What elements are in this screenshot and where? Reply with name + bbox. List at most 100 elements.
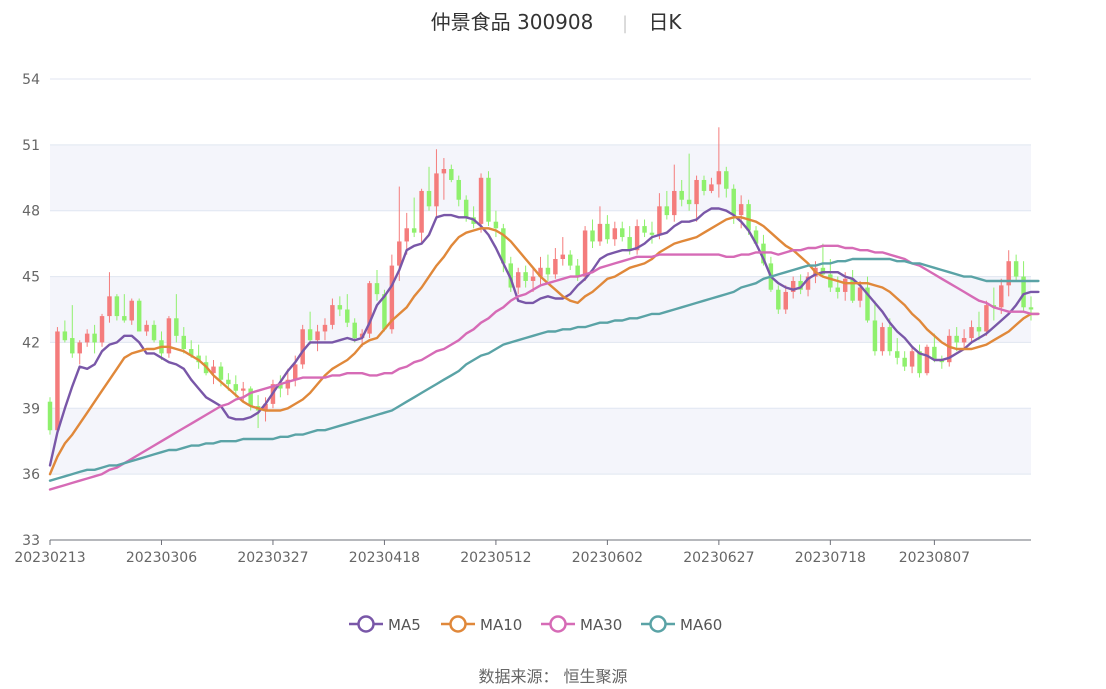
candle-body	[285, 379, 291, 389]
background-band	[50, 144, 1031, 211]
candlestick	[441, 158, 447, 200]
candle-body	[924, 346, 930, 374]
candlestick	[939, 355, 945, 369]
x-tick-label: 20230213	[14, 550, 85, 566]
candlestick	[672, 164, 677, 222]
candlestick	[166, 316, 172, 358]
candle-body	[634, 226, 640, 251]
candlestick	[553, 248, 558, 279]
candle-body	[709, 184, 714, 191]
candle-body	[122, 316, 127, 321]
candlestick	[337, 296, 343, 317]
x-tick-label: 20230627	[683, 550, 754, 566]
candlestick	[136, 298, 142, 332]
candle-body	[515, 272, 521, 288]
y-tick-label: 54	[22, 72, 40, 88]
candlestick	[783, 285, 788, 314]
candle-body	[746, 204, 751, 231]
candlestick	[129, 298, 134, 325]
legend-label: MA10	[480, 616, 522, 634]
candlestick	[872, 300, 878, 356]
candle-body	[426, 190, 432, 207]
candle-body	[501, 228, 506, 264]
candle-body	[463, 199, 469, 218]
candle-body	[679, 190, 684, 200]
candle-body	[783, 291, 788, 310]
candlestick	[181, 327, 187, 354]
candle-body	[984, 305, 989, 332]
x-tick-label: 20230807	[899, 550, 970, 566]
candle-body	[657, 206, 662, 235]
candlestick	[508, 256, 514, 292]
candlestick	[932, 333, 937, 363]
candle-body	[70, 338, 75, 354]
candlestick	[345, 294, 350, 328]
candle-body	[999, 285, 1004, 308]
candlestick	[597, 206, 603, 246]
candle-body	[701, 179, 707, 191]
candlestick	[790, 276, 796, 299]
candle-body	[1021, 276, 1026, 308]
legend-marker	[357, 615, 375, 633]
x-tick-label: 20230602	[572, 550, 643, 566]
candle-body	[449, 169, 454, 180]
candlestick	[144, 320, 149, 336]
candle-body	[835, 287, 841, 292]
candlestick	[523, 265, 528, 288]
candle-body	[278, 384, 283, 389]
candle-body	[188, 349, 194, 356]
candle-body	[872, 320, 878, 352]
x-axis: 20230213 20230306 20230327 20230418 20230512…	[14, 539, 1031, 566]
candle-body	[828, 274, 833, 288]
candlestick	[701, 175, 707, 196]
candlestick	[426, 166, 432, 211]
candle-body	[724, 171, 729, 189]
y-tick-label: 42	[22, 335, 40, 351]
candlestick	[456, 175, 461, 207]
candle-body	[954, 335, 959, 343]
legend-item-ma30: MA30	[541, 615, 622, 634]
candle-body	[62, 331, 68, 341]
candle-body	[664, 206, 670, 216]
candle-body	[716, 171, 722, 185]
ma-line-ma30	[48, 244, 1040, 491]
candle-body	[315, 331, 320, 341]
candlestick	[694, 175, 699, 222]
candlestick	[114, 294, 120, 321]
candle-body	[486, 177, 491, 222]
candle-body	[322, 324, 328, 332]
candle-body	[961, 338, 967, 343]
candle-body	[434, 173, 439, 207]
candlestick	[352, 318, 357, 343]
candlestick	[62, 320, 68, 343]
candlestick	[776, 285, 781, 314]
candle-body	[441, 169, 447, 174]
ma-line-ma10	[48, 216, 1040, 476]
candle-body	[151, 324, 157, 341]
candlestick	[449, 164, 454, 183]
candle-body	[894, 351, 900, 358]
candlestick	[151, 320, 157, 343]
candlestick	[374, 269, 380, 301]
candle-body	[731, 188, 736, 216]
candle-body	[672, 190, 677, 216]
chart-title: 仲景食品 300908 | 日K	[431, 10, 683, 34]
candlestick	[77, 340, 82, 365]
candle-body	[597, 223, 603, 242]
candle-body	[307, 329, 313, 341]
y-axis: 33 36 39 42 45 48 51 54	[22, 72, 40, 549]
candlestick	[515, 267, 521, 295]
candlestick	[612, 221, 618, 246]
candlestick	[976, 311, 982, 341]
candle-body	[411, 228, 417, 233]
candlestick	[493, 210, 499, 238]
candlestick	[984, 300, 989, 336]
candlestick	[545, 254, 551, 281]
candle-body	[605, 223, 610, 240]
candle-body	[902, 357, 907, 367]
candle-body	[248, 388, 253, 407]
candlestick	[894, 338, 900, 365]
candlestick	[902, 351, 907, 371]
candle-body	[530, 276, 536, 281]
legend-marker	[549, 615, 567, 633]
